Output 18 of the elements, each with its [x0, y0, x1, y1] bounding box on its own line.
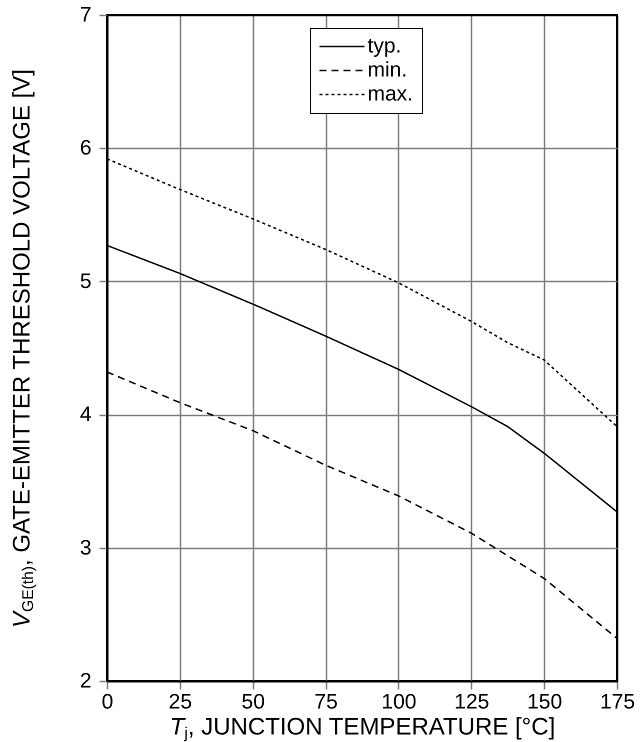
x-tick-label: 75 — [314, 690, 338, 714]
x-tick-label: 125 — [454, 690, 490, 714]
x-tick-label: 25 — [168, 690, 192, 714]
y-tick-label: 6 — [80, 136, 92, 160]
x-tick-label: 100 — [381, 690, 416, 714]
y-tick-label: 7 — [80, 4, 92, 26]
y-tick-label: 2 — [80, 670, 92, 692]
x-tick-label: 0 — [102, 690, 114, 714]
y-tick-label: 4 — [80, 403, 92, 426]
x-tick-label: 50 — [242, 690, 265, 714]
legend-label: typ. — [368, 34, 402, 58]
legend-label: max. — [368, 82, 414, 106]
y-tick-label: 3 — [80, 536, 92, 560]
legend-label: min. — [368, 58, 408, 82]
y-tick-label: 5 — [80, 270, 92, 293]
x-axis-title: T$_{j}$, JUNCTION TEMPERATURE [°C] — [170, 714, 556, 742]
x-tick-label: 150 — [527, 690, 562, 714]
x-tick-label: 175 — [600, 690, 636, 714]
